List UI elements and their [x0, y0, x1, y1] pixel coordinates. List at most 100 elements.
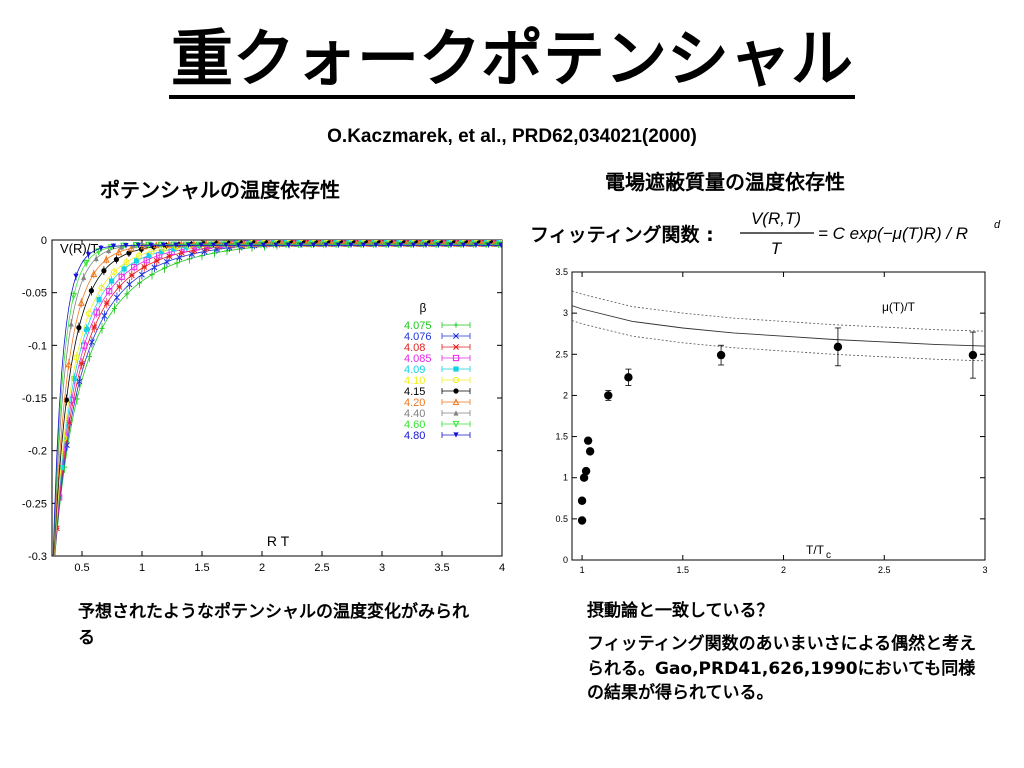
formula-rhs: = C exp(−μ(T)R) / R: [818, 224, 968, 243]
data-point: [448, 242, 454, 248]
data-point: [124, 288, 130, 300]
data-point: [77, 297, 85, 308]
data-point: [248, 242, 254, 248]
legend-sample: [441, 322, 471, 328]
legend-sample: [441, 366, 471, 372]
legend-sample: [441, 398, 471, 406]
data-point: [111, 303, 118, 314]
data-point: [101, 310, 108, 322]
data-point: [121, 264, 127, 274]
legend-label: 4.60: [404, 419, 425, 431]
curves: [572, 290, 985, 362]
legend-sample: [441, 354, 471, 362]
data-point: [398, 242, 404, 248]
data-point: [151, 262, 158, 273]
x-axis-label: R T: [267, 533, 290, 549]
x-tick-label: 4: [499, 562, 505, 574]
x-tick-label: 1.5: [194, 562, 209, 574]
data-point: [73, 352, 80, 363]
pert-curve: [572, 305, 985, 347]
data-point: [131, 262, 138, 272]
data-point: [84, 323, 90, 335]
data-point: [73, 272, 79, 281]
data-point: [285, 242, 292, 248]
y-tick-label: -0.1: [28, 340, 47, 352]
data-point: [188, 249, 195, 259]
data-point: [198, 242, 204, 248]
data-point: [223, 242, 229, 248]
data-point: [577, 516, 587, 525]
y-tick-label: -0.15: [22, 393, 47, 405]
point-marker: [968, 350, 978, 360]
formula-denominator: T: [771, 239, 783, 258]
data-point: [210, 242, 217, 248]
data-point: [63, 394, 69, 406]
point-marker: [579, 473, 589, 482]
formula-exponent: d: [994, 219, 1001, 231]
data-point: [98, 245, 104, 252]
legend-sample: [441, 333, 471, 339]
data-point: [498, 242, 502, 248]
data-point: [435, 242, 442, 248]
x-tick-label: 1.5: [677, 565, 690, 575]
legend-title: β: [420, 301, 427, 315]
pert-curve-upper: [572, 290, 985, 332]
data-point: [185, 242, 192, 248]
left-chart-caption: ポテンシャルの温度依存性: [100, 178, 340, 202]
x-tick-label: 3: [982, 565, 987, 575]
page-title: 重クォークポテンシャル: [0, 22, 1024, 99]
data-point: [81, 272, 87, 282]
y-tick-label: 1.5: [555, 432, 568, 442]
data-point: [82, 259, 90, 268]
data-point: [88, 285, 94, 296]
legend-label: 4.10: [404, 375, 425, 387]
y-tick-label: 0.5: [555, 514, 568, 524]
legend-label: 4.075: [404, 320, 432, 332]
data-point: [99, 322, 105, 334]
x-tick-label: 0.5: [74, 562, 89, 574]
data-point: [579, 473, 589, 482]
legend-sample: [441, 432, 471, 438]
data-point: [70, 291, 78, 301]
data-point: [583, 436, 593, 445]
page-title-text: 重クォークポテンシャル: [168, 22, 855, 99]
legend-label: 4.09: [404, 364, 425, 376]
y-tick-label: -0.3: [28, 551, 47, 563]
data-point: [148, 247, 155, 256]
data-point: [98, 283, 105, 293]
x-tick-label: 1: [139, 562, 145, 574]
legend-sample: [441, 410, 471, 416]
legend-label: 4.08: [404, 342, 425, 354]
data-point: [65, 358, 73, 370]
point-marker: [604, 391, 613, 400]
data-point: [176, 252, 183, 263]
data-point: [186, 254, 193, 264]
data-point: [138, 269, 145, 280]
data-point: [348, 242, 354, 248]
data-point: [76, 322, 82, 333]
y-tick-label: 2: [563, 390, 568, 400]
data-point: [93, 254, 99, 263]
data-point: [485, 242, 492, 248]
data-point: [360, 242, 367, 248]
series-4_80: [52, 242, 502, 556]
data-point: [134, 256, 140, 266]
legend-sample: [441, 388, 471, 394]
data-point: [136, 277, 143, 289]
legend-sample: [441, 376, 471, 384]
data-point: [85, 251, 92, 259]
data-point: [135, 242, 142, 248]
data-point: [385, 242, 392, 248]
y-tick-label: -0.2: [28, 446, 47, 458]
data-point: [509, 242, 514, 247]
data-point: [833, 327, 843, 367]
data-point: [96, 294, 102, 305]
data-point: [113, 255, 119, 264]
data-point: [716, 344, 726, 366]
x-tick-label: 3.5: [434, 562, 449, 574]
data-point: [506, 242, 511, 247]
data-point: [141, 262, 148, 272]
data-point: [118, 272, 125, 282]
data-point: [109, 276, 115, 286]
plot-frame: [571, 271, 986, 561]
